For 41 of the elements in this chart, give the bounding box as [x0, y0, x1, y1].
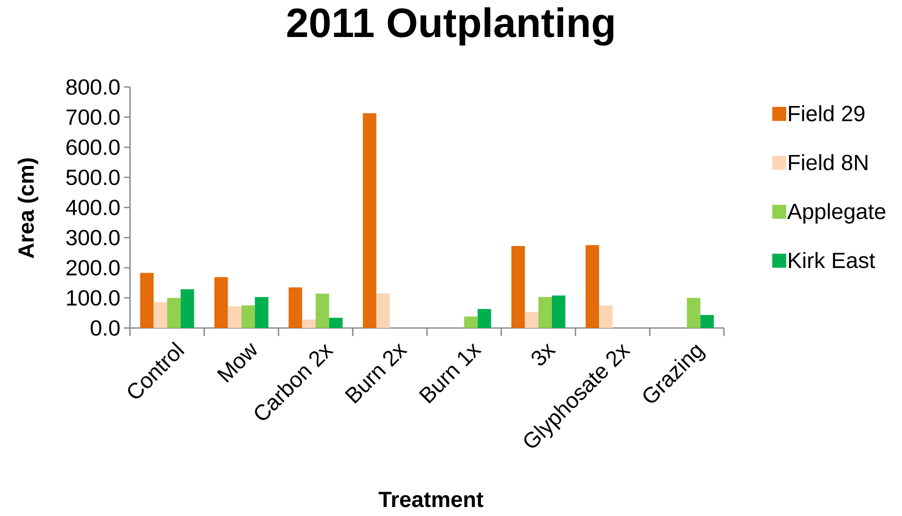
bar — [329, 318, 343, 328]
bar — [362, 113, 376, 328]
bar — [478, 309, 492, 328]
y-tick-label: 0.0 — [90, 320, 120, 336]
bar — [316, 294, 330, 328]
bar — [686, 298, 700, 328]
bar — [302, 320, 316, 328]
bar — [464, 316, 478, 328]
bar — [511, 246, 525, 328]
bar — [538, 296, 552, 328]
y-axis-title: Area (cm) — [18, 158, 38, 258]
x-tick-label: 3x — [532, 343, 556, 366]
bar — [599, 305, 613, 328]
y-tick-label: 700.0 — [66, 109, 120, 125]
bar — [214, 277, 228, 328]
y-tick-label: 300.0 — [66, 230, 120, 246]
x-axis-title: Treatment — [378, 492, 484, 508]
bar — [700, 315, 714, 328]
bar — [228, 306, 242, 328]
y-tick-label: 800.0 — [66, 79, 120, 95]
y-tick-label: 500.0 — [66, 170, 120, 186]
bar — [552, 295, 566, 328]
y-tick-label: 200.0 — [66, 260, 120, 276]
bar — [524, 312, 538, 328]
y-tick-label: 100.0 — [67, 290, 120, 306]
bar — [586, 245, 600, 328]
legend-label: Field 8N — [789, 154, 868, 170]
bar — [180, 289, 194, 328]
legend-label: Kirk East — [789, 252, 876, 268]
legend-label: Field 29 — [789, 105, 864, 122]
y-tick-label: 400.0 — [66, 200, 120, 216]
bar — [254, 296, 268, 328]
bar — [241, 305, 255, 328]
legend-label: Applegate — [787, 203, 886, 224]
chart-title: 2011 Outplanting — [287, 7, 614, 46]
bar — [154, 302, 168, 328]
bar — [140, 272, 154, 328]
bar — [288, 287, 302, 328]
bar — [167, 298, 181, 328]
y-tick-label: 600.0 — [66, 139, 120, 156]
bar — [376, 293, 390, 328]
